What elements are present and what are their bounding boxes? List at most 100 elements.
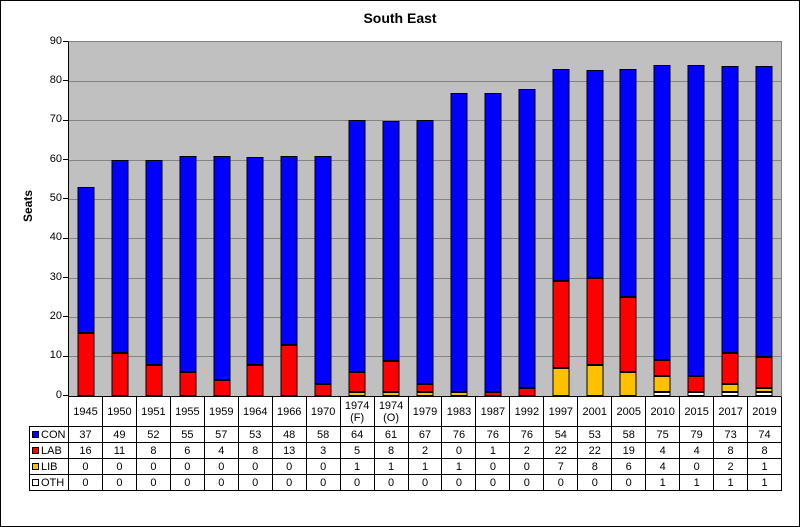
series-label: LAB xyxy=(41,444,62,457)
value-cell: 0 xyxy=(170,475,205,491)
bar-segment-lib xyxy=(382,392,400,396)
bar-segment-lab xyxy=(484,392,502,396)
value-cell: 6 xyxy=(612,459,647,475)
bar-segment-con xyxy=(450,93,468,392)
value-cell: 2 xyxy=(408,443,443,459)
bar-segment-lab xyxy=(213,380,231,396)
value-cell: 64 xyxy=(340,427,375,443)
value-cell: 0 xyxy=(204,475,239,491)
bar-stack xyxy=(687,65,705,396)
value-cell: 0 xyxy=(510,475,545,491)
bar-segment-oth xyxy=(721,392,739,396)
value-cell: 22 xyxy=(544,443,579,459)
bar-stack xyxy=(246,157,264,396)
bar-segment-con xyxy=(145,160,163,365)
bar-segment-lab xyxy=(145,365,163,396)
value-cell: 0 xyxy=(136,475,171,491)
y-tick-mark xyxy=(63,355,68,357)
bar-segment-lab xyxy=(755,357,773,388)
bar-segment-con xyxy=(416,120,434,384)
value-cell: 0 xyxy=(136,459,171,475)
value-cell: 4 xyxy=(680,443,715,459)
value-cell: 0 xyxy=(102,459,137,475)
bar-segment-con xyxy=(246,157,264,365)
bar-segment-con xyxy=(382,121,400,361)
value-cell: 58 xyxy=(306,427,341,443)
value-cell: 16 xyxy=(69,443,103,459)
value-cell: 75 xyxy=(646,427,681,443)
bar-stack xyxy=(721,66,739,396)
bar-stack xyxy=(77,187,95,396)
bar-column-1970 xyxy=(306,42,340,396)
bar-segment-oth xyxy=(687,392,705,396)
value-cell: 0 xyxy=(238,475,273,491)
value-cell: 1 xyxy=(680,475,715,491)
value-cell: 1 xyxy=(374,459,409,475)
value-cell: 1 xyxy=(714,475,749,491)
value-cell: 8 xyxy=(714,443,749,459)
value-cell: 0 xyxy=(306,459,341,475)
value-cell: 37 xyxy=(69,427,103,443)
value-cell: 0 xyxy=(476,459,511,475)
x-axis-labels: 1945 1950 1951 1955 1959 1964 1966 1970 1974 (F)… xyxy=(68,397,783,426)
value-cell: 0 xyxy=(442,475,477,491)
value-cell: 67 xyxy=(408,427,443,443)
value-cell: 0 xyxy=(238,459,273,475)
y-tick-mark xyxy=(63,119,68,121)
bar-column-2015 xyxy=(679,42,713,396)
value-cell: 13 xyxy=(272,443,307,459)
value-cell: 76 xyxy=(442,427,477,443)
value-cell: 1 xyxy=(442,459,477,475)
table-row-lab: LAB 16 11 8 6 4 8 13 3 5 8 2 0 1 2 22 22 19 4 4 8 8 xyxy=(30,443,783,459)
table-row-con: CON 37 49 52 55 57 53 48 58 64 61 67 76 76 76 54 53 58 75 7… xyxy=(30,427,783,443)
legend-swatch-con xyxy=(32,431,39,438)
bar-column-1951 xyxy=(137,42,171,396)
bar-segment-lab xyxy=(348,372,366,392)
y-tick-mark xyxy=(63,277,68,278)
x-tick-label: 1966 xyxy=(273,397,307,426)
bar-segment-con xyxy=(687,65,705,376)
value-cell: 52 xyxy=(136,427,171,443)
series-label: CON xyxy=(41,428,66,441)
bar-stack xyxy=(382,121,400,396)
bar-segment-lab xyxy=(721,353,739,384)
value-cell: 0 xyxy=(102,475,137,491)
bar-stack xyxy=(111,160,129,396)
value-cell: 0 xyxy=(272,475,307,491)
bar-column-2019 xyxy=(747,42,781,396)
value-cell: 2 xyxy=(714,459,749,475)
value-cell: 0 xyxy=(476,475,511,491)
bar-segment-lab xyxy=(382,361,400,392)
value-cell: 0 xyxy=(510,459,545,475)
value-cell: 6 xyxy=(170,443,205,459)
legend-key-cell: LAB xyxy=(30,443,69,459)
table-row-lib: LIB 0 0 0 0 0 0 0 0 1 1 1 1 0 0 7 8 6 4 0 2 1 xyxy=(30,459,783,475)
bar-stack xyxy=(280,156,298,396)
bar-segment-lib xyxy=(450,392,468,396)
series-label: OTH xyxy=(41,476,65,489)
bar-segment-con xyxy=(586,70,604,278)
bar-segment-con xyxy=(518,89,536,388)
bar-stack xyxy=(755,66,773,396)
bar-stack xyxy=(450,93,468,396)
y-tick-mark xyxy=(63,41,68,42)
bar-column-2005 xyxy=(612,42,646,396)
x-tick-label: 1979 xyxy=(409,397,443,426)
value-cell: 0 xyxy=(544,475,579,491)
y-tick-mark xyxy=(63,159,68,160)
value-cell: 76 xyxy=(510,427,545,443)
y-tick-label: 70 xyxy=(49,113,62,126)
value-cell: 8 xyxy=(578,459,613,475)
series-label: LIB xyxy=(41,460,58,473)
bar-segment-con xyxy=(619,69,637,297)
bar-column-2010 xyxy=(645,42,679,396)
x-tick-label: 1974 (F) xyxy=(341,397,375,426)
y-tick-label: 60 xyxy=(49,152,62,165)
plot-area xyxy=(68,41,782,397)
bar-segment-oth xyxy=(653,392,671,396)
bar-segment-con xyxy=(348,120,366,372)
bar-stack xyxy=(179,156,197,396)
bar-column-1997 xyxy=(544,42,578,396)
bar-segment-lib xyxy=(348,392,366,396)
x-tick-label: 2017 xyxy=(714,397,749,426)
